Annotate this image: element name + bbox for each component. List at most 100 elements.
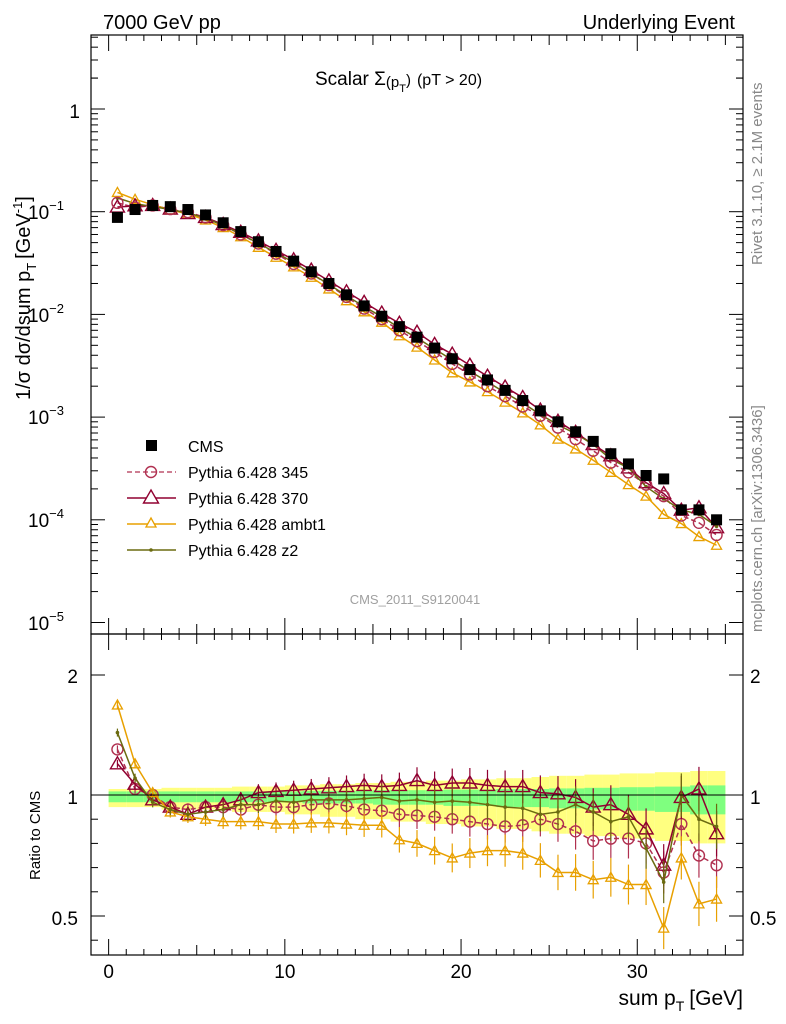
main-point-pythia-6-428-370-30: [637, 474, 655, 489]
ratio-point-pythia-6-428-ambt1-6: [217, 815, 230, 827]
main-point-pythia-6-428-345-0: [111, 196, 124, 210]
ratio-point-pythia-6-428-ambt1-26: [569, 866, 582, 878]
ratio-point-pythia-6-428-ambt1-2: [146, 786, 159, 798]
main-point-pythia-6-428-345-34: [710, 528, 723, 542]
ratio-point-pythia-6-428-z2-33: [697, 817, 701, 821]
main-point-cms-32: [675, 504, 687, 516]
main-point-cms-28: [605, 448, 617, 460]
ratio-point-pythia-6-428-z2-14: [362, 796, 366, 801]
main-point-pythia-6-428-ambt1-0: [111, 186, 124, 198]
ratio-point-pythia-6-428-ambt1-15: [375, 818, 388, 830]
main-point-pythia-6-428-345-33: [692, 516, 706, 529]
ratio-point-pythia-6-428-z2-16: [397, 799, 402, 803]
main-point-cms-22: [499, 384, 511, 396]
stat-band-bin-1: [126, 791, 144, 803]
main-point-cms-23: [517, 395, 529, 407]
main-point-cms-5: [200, 209, 212, 221]
main-point-pythia-6-428-345-31: [657, 489, 670, 503]
ratio-point-pythia-6-428-345-0: [111, 743, 124, 756]
main-point-cms-20: [464, 364, 476, 376]
ratio-point-pythia-6-428-z2-6: [221, 807, 225, 812]
main-point-pythia-6-428-ambt1-28: [604, 465, 617, 477]
main-y-tick-labels: 1 10−1 10−2 10−3 10−4 10−5: [28, 102, 80, 635]
main-point-pythia-6-428-ambt1-27: [587, 453, 600, 465]
ratio-point-pythia-6-428-z2-24: [538, 812, 543, 817]
legend: CMS Pythia 6.428 345 Pythia 6.428 370 Py…: [127, 439, 326, 560]
ratio-point-pythia-6-428-ambt1-5: [199, 812, 212, 824]
y-tick-label-1: 1: [69, 102, 80, 123]
ratio-y-tick-label-1: 1: [67, 788, 78, 809]
main-point-cms-25: [552, 416, 564, 428]
ratio-point-pythia-6-428-ambt1-12: [322, 816, 335, 828]
main-point-pythia-6-428-ambt1-29: [622, 478, 635, 490]
ratio-point-pythia-6-428-z2-10: [291, 800, 296, 805]
ratio-y-tick-label-0.5: 0.5: [52, 909, 78, 930]
ratio-point-pythia-6-428-z2-13: [344, 798, 349, 802]
ratio-point-pythia-6-428-ambt1-9: [269, 817, 283, 829]
main-point-cms-9: [270, 245, 282, 257]
ratio-point-pythia-6-428-z2-20: [468, 800, 472, 805]
main-point-cms-24: [534, 405, 546, 417]
main-point-cms-11: [305, 266, 317, 278]
ratio-point-pythia-6-428-ambt1-29: [622, 878, 635, 890]
analysis-watermark: CMS_2011_S9120041: [350, 592, 481, 607]
ratio-point-pythia-6-428-ambt1-34: [710, 892, 723, 904]
stat-band-bin-3: [161, 791, 180, 803]
beam-label: 7000 GeV pp: [103, 12, 221, 34]
ratio-point-pythia-6-428-z2-15: [379, 795, 384, 800]
ratio-point-pythia-6-428-z2-4: [186, 812, 190, 817]
legend-label-370: Pythia 6.428 370: [188, 491, 308, 508]
ratio-point-pythia-6-428-z2-25: [556, 810, 560, 814]
legend-label-z2: Pythia 6.428 z2: [188, 543, 298, 560]
ratio-point-pythia-6-428-ambt1-18: [428, 844, 441, 856]
ratio-point-pythia-6-428-z2-26: [573, 802, 578, 807]
ratio-point-pythia-6-428-z2-0: [115, 730, 120, 735]
ratio-point-pythia-6-428-ambt1-28: [604, 870, 617, 882]
x-tick-label-20: 20: [450, 962, 471, 983]
main-point-pythia-6-428-ambt1-25: [551, 432, 565, 444]
main-point-pythia-6-428-z2-34: [714, 524, 719, 529]
ratio-point-pythia-6-428-ambt1-4: [181, 810, 195, 822]
main-point-cms-26: [570, 426, 582, 438]
main-point-pythia-6-428-ambt1-31: [657, 508, 670, 519]
ratio-point-pythia-6-428-z2-22: [503, 805, 507, 809]
legend-marker-ambt1: [144, 516, 158, 528]
stat-band-bin-34: [707, 785, 726, 815]
ratio-point-pythia-6-428-z2-9: [274, 799, 278, 803]
ratio-point-pythia-6-428-ambt1-21: [481, 844, 494, 856]
ratio-point-pythia-6-428-ambt1-20: [463, 846, 476, 858]
ratio-plot-area: [109, 698, 725, 950]
ratio-point-pythia-6-428-370-17: [408, 772, 426, 787]
x-tick-label-10: 10: [274, 962, 295, 983]
ratio-point-pythia-6-428-ambt1-33: [692, 897, 706, 909]
ratio-y-tick-labels: 2 1 0.5 2 1 0.5: [52, 667, 777, 930]
legend-label-cms: CMS: [188, 439, 224, 456]
main-point-cms-29: [622, 458, 634, 470]
main-point-cms-0: [111, 211, 123, 223]
main-point-pythia-6-428-ambt1-26: [569, 442, 582, 454]
main-point-cms-3: [164, 201, 176, 213]
ratio-point-pythia-6-428-z2-17: [415, 798, 419, 802]
main-point-cms-30: [640, 469, 652, 481]
main-point-cms-27: [587, 435, 599, 447]
main-y-axis-title: 1/σ dσ/dsum pT[GeV-1]: [10, 196, 39, 400]
stat-band-bin-4: [179, 791, 197, 803]
ratio-point-pythia-6-428-370-23: [514, 778, 531, 793]
main-point-cms-10: [288, 255, 300, 267]
ratio-point-pythia-6-428-345-26: [569, 825, 582, 838]
main-point-cms-6: [217, 217, 229, 229]
ratio-point-pythia-6-428-ambt1-3: [164, 805, 177, 817]
ratio-point-pythia-6-428-370-0: [109, 755, 126, 770]
main-plot-area: [109, 186, 725, 550]
main-point-cms-16: [393, 321, 405, 333]
ratio-y-tick-label-2-right: 2: [750, 667, 761, 688]
main-point-pythia-6-428-ambt1-24: [534, 418, 547, 430]
main-point-pythia-6-428-ambt1-19: [446, 366, 459, 378]
ratio-point-pythia-6-428-ambt1-30: [639, 878, 653, 890]
main-point-pythia-6-428-ambt1-20: [463, 375, 476, 387]
main-point-cms-7: [235, 226, 247, 238]
ratio-point-pythia-6-428-z2-31: [661, 880, 666, 884]
main-point-pythia-6-428-ambt1-23: [516, 406, 529, 418]
ratio-point-pythia-6-428-370-33: [690, 780, 708, 795]
